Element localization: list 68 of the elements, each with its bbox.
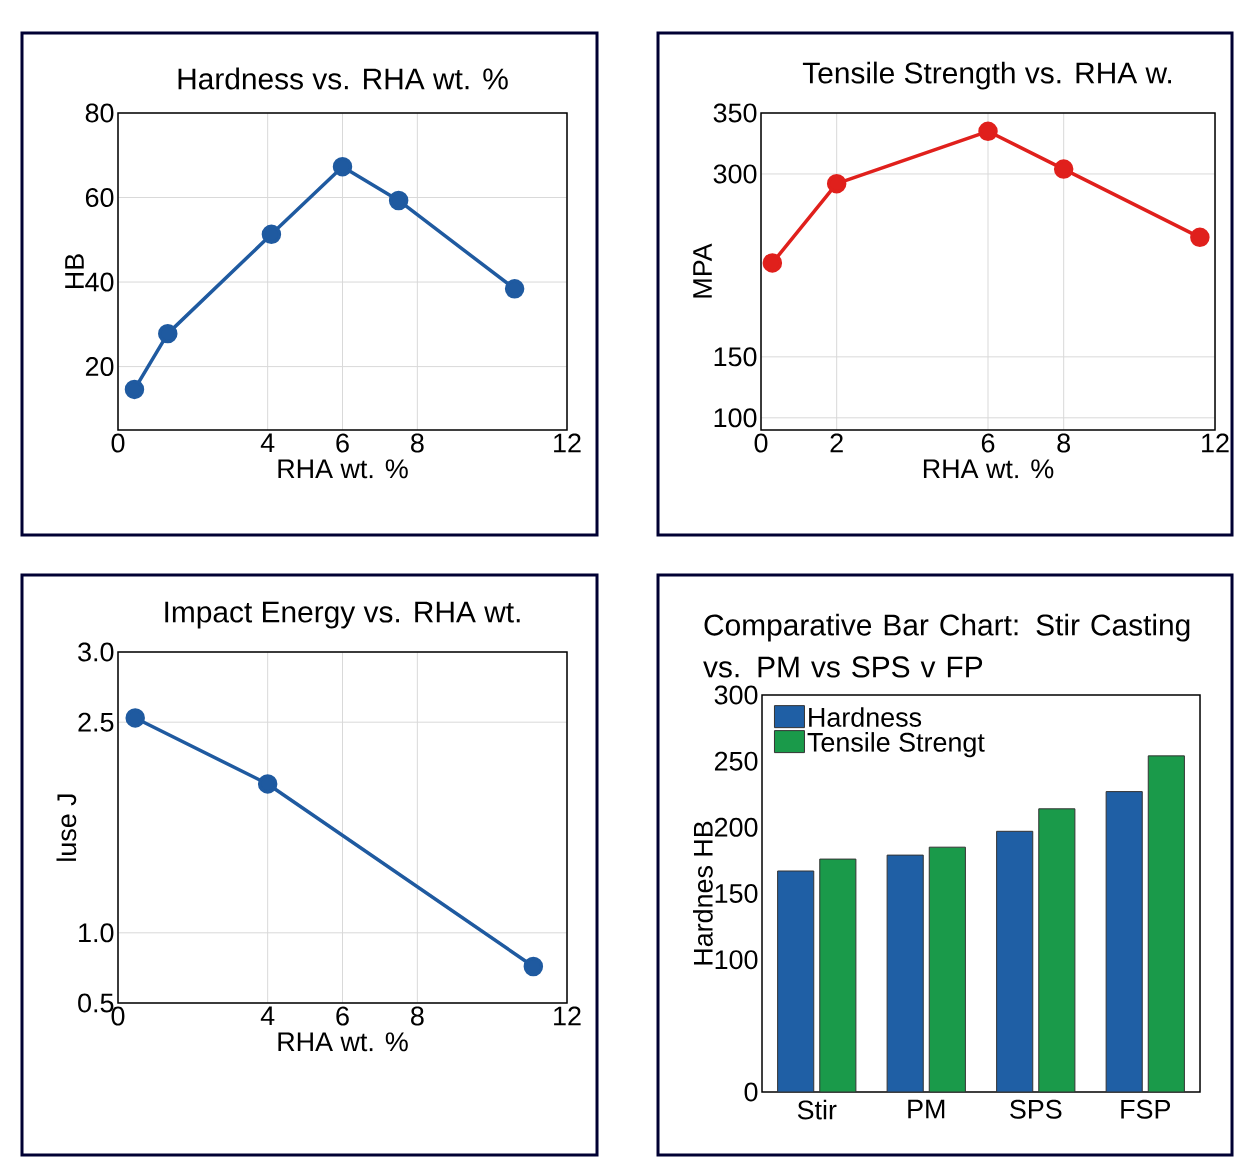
point	[332, 156, 353, 177]
x-tick-label: PM	[908, 1099, 945, 1119]
x-tick-label: 6	[981, 433, 995, 453]
point	[125, 708, 145, 728]
y-tick-label: 100	[715, 950, 758, 970]
y-tick-label: 350	[713, 103, 757, 123]
y-tick-label: 250	[714, 751, 758, 771]
y-tick-label: 300	[713, 164, 757, 184]
y-tick-label: 1.0	[79, 923, 114, 943]
y-tick-label: 20	[85, 357, 114, 377]
point	[261, 224, 282, 245]
x-axis-title: RHA wt. %	[278, 1032, 408, 1052]
x-tick-label: 12	[554, 1006, 581, 1026]
y-axis-title: Hardnes HB	[693, 821, 713, 965]
point	[124, 379, 145, 400]
x-tick-label: 6	[336, 1006, 349, 1026]
bar	[928, 846, 966, 1092]
point	[388, 190, 409, 211]
bar	[886, 854, 924, 1092]
point	[1190, 227, 1210, 248]
x-tick-label: Stir	[797, 1099, 837, 1120]
x-tick-label: 12	[554, 433, 581, 453]
x-tick-label: 12	[1202, 433, 1229, 453]
bar	[1038, 808, 1076, 1092]
y-tick-label: 150	[714, 347, 757, 367]
point	[1053, 159, 1074, 179]
x-tick-label: 8	[411, 433, 424, 453]
y-tick-label: 40	[85, 272, 114, 292]
bar	[1105, 791, 1143, 1092]
chart-title: Impact Energy vs. RHA wt.	[165, 601, 520, 629]
chart-title: Tensile Strength vs. RHA w.	[802, 61, 1172, 90]
x-tick-label: 6	[336, 433, 349, 453]
bar	[777, 870, 815, 1092]
y-tick-label: 3.0	[78, 642, 114, 662]
point	[158, 323, 178, 344]
y-tick-label: 300	[714, 685, 758, 705]
bar	[996, 830, 1034, 1092]
x-tick-label: SPS	[1010, 1099, 1062, 1119]
point	[504, 279, 525, 299]
x-tick-label: 8	[411, 1006, 424, 1026]
y-axis-title: HB	[65, 254, 84, 288]
x-tick-label: 4	[260, 433, 275, 453]
y-axis-title: luse J	[56, 794, 77, 861]
x-tick-label: FSP	[1121, 1099, 1171, 1119]
point	[762, 253, 783, 273]
x-tick-label: 2	[830, 433, 843, 453]
chart-title: Comparative Bar Chart: Stir Casting vs. PM vs SPS v FP	[703, 613, 1190, 678]
point	[523, 956, 544, 977]
legend-label: Tensile Strengt	[807, 732, 985, 758]
x-axis-title: RHA wt. %	[278, 459, 408, 479]
x-tick-label: 4	[260, 1006, 275, 1026]
legend-label: Hardness	[809, 707, 922, 727]
chart-title: Hardness vs. RHA wt. %	[178, 67, 508, 90]
y-tick-label: 200	[714, 817, 758, 837]
y-tick-label: 150	[715, 883, 758, 904]
y-tick-label: 100	[714, 408, 757, 428]
y-axis-title: MPA	[693, 243, 712, 298]
point	[826, 173, 847, 194]
y-tick-label: 0	[744, 1082, 758, 1102]
y-tick-label: 80	[85, 103, 114, 123]
point	[257, 774, 278, 794]
x-axis-title: RHA wt. %	[923, 459, 1054, 479]
x-tick-label: 8	[1057, 433, 1070, 453]
bar	[1147, 755, 1185, 1092]
bar	[819, 858, 857, 1092]
y-tick-label: 2.5	[78, 712, 114, 732]
point	[978, 121, 998, 142]
y-tick-label: 60	[85, 188, 114, 208]
